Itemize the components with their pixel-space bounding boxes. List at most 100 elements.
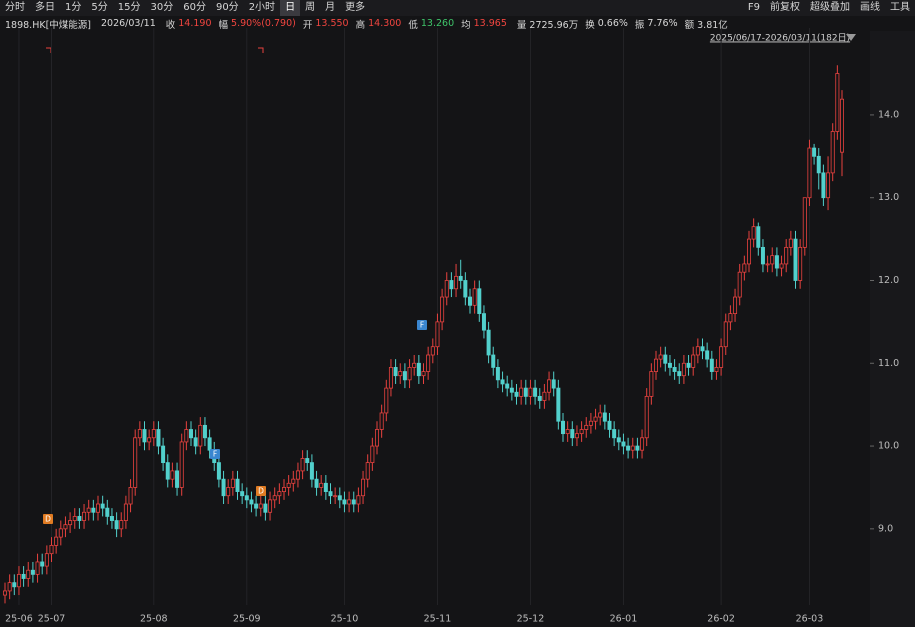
period-tab[interactable]: 60分 xyxy=(183,2,206,13)
period-tab[interactable]: 分时 xyxy=(5,2,25,13)
candle-body xyxy=(244,495,249,501)
period-tab[interactable]: 月 xyxy=(325,2,336,13)
candle-body xyxy=(416,362,421,377)
candle-body xyxy=(756,226,761,248)
candle-body xyxy=(523,387,528,397)
candle-body xyxy=(691,354,696,368)
candle-body xyxy=(68,520,73,526)
candle-body xyxy=(723,321,728,348)
x-tick-label: 26-01 xyxy=(610,614,638,625)
candle-body xyxy=(128,487,133,505)
candle-body xyxy=(612,429,617,439)
candle-body xyxy=(607,420,612,430)
symbol: 1898.HK[中煤能源] xyxy=(5,19,91,31)
period-tab[interactable]: 多日 xyxy=(35,2,55,13)
field-label: 收 xyxy=(165,19,176,31)
tool-button[interactable]: 工具 xyxy=(890,2,910,13)
field-label: 低 xyxy=(408,19,418,31)
candle-body xyxy=(784,246,789,265)
tool-button[interactable]: 前复权 xyxy=(770,2,800,13)
range-label[interactable]: 2025/06/17-2026/03/11(182日) xyxy=(710,33,850,44)
candle-body xyxy=(579,429,584,435)
candle-body xyxy=(35,561,40,575)
candle-body xyxy=(593,416,598,422)
period-tab[interactable]: 5分 xyxy=(91,2,108,13)
candle-body xyxy=(374,429,379,447)
period-tab[interactable]: 90分 xyxy=(215,2,239,13)
candle-body xyxy=(254,503,259,509)
event-marker[interactable] xyxy=(210,449,220,459)
candle-body xyxy=(812,147,817,157)
candle-body xyxy=(249,499,254,505)
period-tabs: 分时 多日 1分 5分 15分 30分 60分 90分 2小时日周月更多 xyxy=(0,0,370,16)
candle-body xyxy=(444,280,449,298)
candle-body xyxy=(705,350,710,360)
candle-body xyxy=(584,424,589,430)
candle-body xyxy=(649,371,654,397)
candle-body xyxy=(384,387,389,414)
candle-body xyxy=(765,263,770,266)
candle-body xyxy=(235,478,240,492)
event-marker[interactable] xyxy=(256,486,266,496)
candle-body xyxy=(12,582,17,588)
tool-button[interactable]: 画线 xyxy=(860,2,880,13)
field-value: 2725.96万 xyxy=(529,19,579,31)
candle-body xyxy=(714,367,719,372)
candle-body xyxy=(398,371,403,377)
candle-body xyxy=(774,255,779,269)
range-dropdown[interactable] xyxy=(846,34,856,41)
period-tab[interactable]: 30分 xyxy=(150,2,174,13)
candle-body xyxy=(86,507,91,513)
date: 2026/03/11 xyxy=(100,18,156,29)
candle-body xyxy=(495,367,500,381)
candle-body xyxy=(816,155,821,174)
candle-body xyxy=(565,429,570,435)
candle-body xyxy=(281,487,286,492)
candle-body xyxy=(114,520,119,530)
event-marker-label: F xyxy=(213,450,217,459)
field-label: 开 xyxy=(302,19,313,31)
candle-body xyxy=(119,520,124,530)
candle-body xyxy=(426,354,431,372)
candle-body xyxy=(188,429,193,439)
candle-body xyxy=(91,507,96,513)
tool-button[interactable]: F9 xyxy=(747,2,760,13)
candle-body xyxy=(798,246,803,281)
candle-body xyxy=(179,441,184,488)
candle-body xyxy=(30,569,35,575)
candle-body xyxy=(467,296,472,306)
field-value: 14.190 xyxy=(178,18,212,29)
candle-body xyxy=(388,367,393,389)
candle-body xyxy=(407,367,412,381)
tool-button[interactable]: 超级叠加 xyxy=(810,2,850,13)
x-tick-label: 25-12 xyxy=(517,614,545,625)
y-tick-label: 11.0 xyxy=(878,358,899,369)
field-label: 额 xyxy=(684,19,695,31)
event-marker-label: D xyxy=(258,487,264,496)
candle-body xyxy=(700,346,705,352)
candle-body xyxy=(737,271,742,298)
period-tab[interactable]: 更多 xyxy=(345,2,366,13)
period-tab[interactable]: 周 xyxy=(305,2,316,13)
candle-body xyxy=(286,482,291,488)
period-tab[interactable]: 15分 xyxy=(117,2,141,13)
candle-body xyxy=(142,429,147,443)
candle-body xyxy=(519,387,524,397)
event-marker-label: F xyxy=(420,321,424,330)
event-marker[interactable] xyxy=(417,320,427,330)
candle-body xyxy=(640,437,645,451)
period-tab[interactable]: 日 xyxy=(280,0,301,16)
candle-body xyxy=(481,313,486,331)
candle-body xyxy=(151,429,156,439)
candle-body xyxy=(77,516,82,521)
period-tab[interactable]: 1分 xyxy=(65,2,82,13)
candle-body xyxy=(788,238,793,248)
candle-body xyxy=(147,437,152,443)
candle-body xyxy=(574,433,579,439)
candle-body xyxy=(26,569,31,579)
candle-body xyxy=(291,478,296,484)
period-tab[interactable]: 2小时 xyxy=(248,2,276,13)
event-marker[interactable] xyxy=(43,514,53,524)
candle-body xyxy=(105,507,110,517)
